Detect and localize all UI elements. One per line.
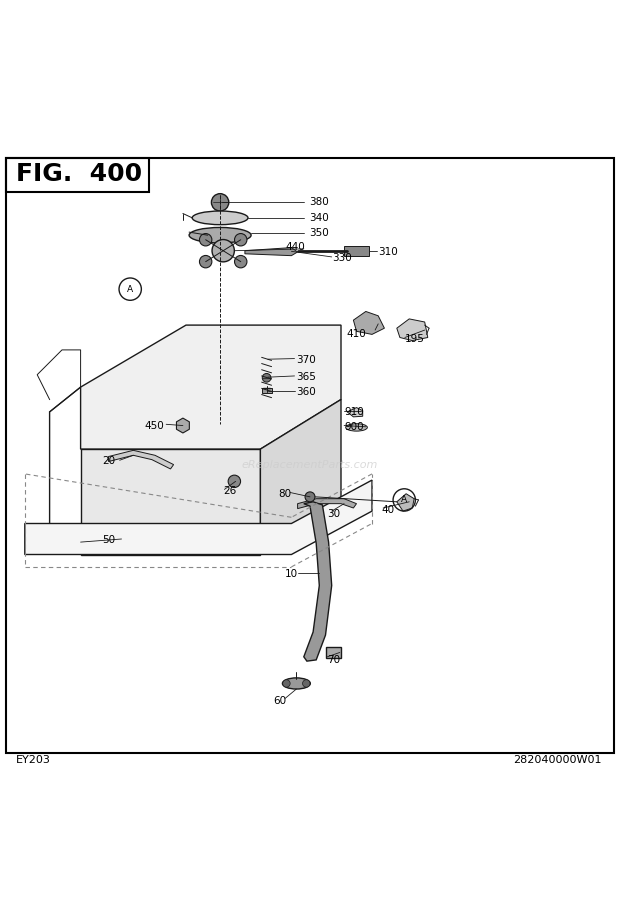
Polygon shape (298, 498, 356, 509)
Polygon shape (25, 480, 372, 555)
Text: 80: 80 (278, 489, 291, 498)
Text: 410: 410 (346, 330, 366, 340)
Circle shape (262, 374, 271, 382)
Text: 350: 350 (309, 228, 329, 238)
Ellipse shape (283, 677, 311, 689)
Text: A: A (401, 496, 407, 505)
Polygon shape (397, 319, 428, 341)
Text: eReplacementParts.com: eReplacementParts.com (242, 460, 378, 470)
Ellipse shape (346, 424, 367, 431)
Polygon shape (245, 247, 298, 256)
Polygon shape (347, 408, 363, 417)
Text: 910: 910 (344, 407, 364, 417)
Circle shape (228, 475, 241, 487)
Text: 900: 900 (344, 422, 364, 432)
Circle shape (200, 256, 212, 268)
Text: 26: 26 (223, 486, 236, 497)
Circle shape (303, 679, 310, 688)
Polygon shape (108, 450, 174, 469)
Text: 195: 195 (405, 334, 425, 343)
Circle shape (200, 234, 212, 246)
Text: 60: 60 (273, 697, 286, 706)
Text: 340: 340 (309, 213, 329, 222)
Bar (344, 246, 369, 256)
Circle shape (234, 234, 247, 246)
Text: 70: 70 (327, 655, 340, 665)
Text: 40: 40 (381, 505, 394, 515)
Text: 50: 50 (102, 535, 115, 545)
Circle shape (211, 194, 229, 211)
Text: 282040000W01: 282040000W01 (513, 755, 601, 765)
Text: 330: 330 (332, 253, 352, 263)
Text: 380: 380 (309, 198, 329, 208)
Polygon shape (177, 418, 189, 433)
Text: 365: 365 (296, 372, 316, 382)
Circle shape (212, 240, 234, 262)
Polygon shape (260, 400, 341, 555)
Circle shape (283, 679, 290, 688)
Polygon shape (397, 494, 414, 511)
Polygon shape (353, 311, 384, 334)
Ellipse shape (189, 227, 251, 243)
Bar (326, 647, 341, 658)
Text: A: A (127, 284, 133, 294)
Text: 440: 440 (285, 242, 305, 252)
Text: EY203: EY203 (16, 755, 50, 765)
Polygon shape (304, 502, 332, 661)
Text: 370: 370 (296, 354, 316, 365)
Circle shape (305, 492, 315, 502)
Ellipse shape (192, 211, 248, 224)
Text: 10: 10 (285, 569, 298, 580)
Text: 310: 310 (378, 247, 398, 257)
Text: 450: 450 (144, 421, 164, 430)
Polygon shape (81, 450, 260, 555)
Bar (6, 158, 149, 192)
Text: FIG.  400: FIG. 400 (16, 162, 141, 186)
Bar (262, 389, 272, 393)
Circle shape (234, 256, 247, 268)
Polygon shape (81, 325, 341, 450)
Text: 20: 20 (102, 457, 115, 466)
Text: 30: 30 (327, 509, 340, 520)
Text: 360: 360 (296, 387, 316, 397)
